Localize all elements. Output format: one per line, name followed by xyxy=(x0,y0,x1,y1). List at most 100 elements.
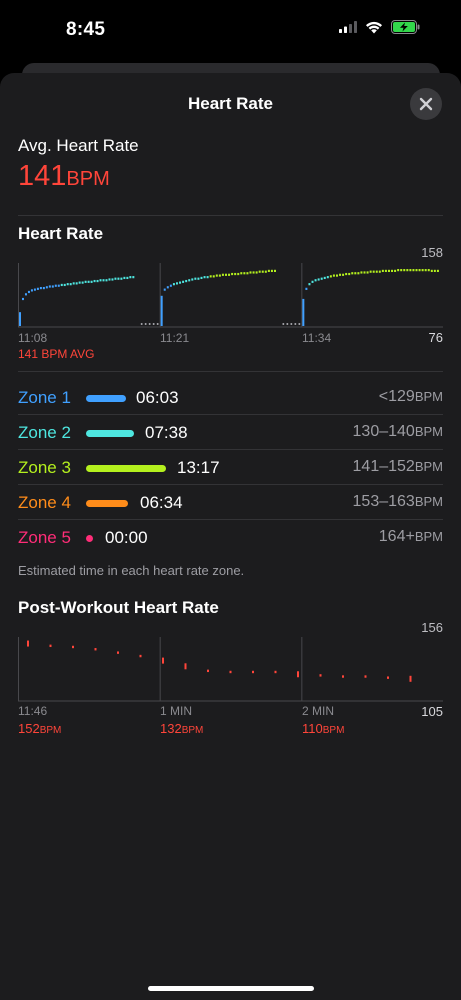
heart-rate-point xyxy=(163,288,166,291)
heart-rate-point xyxy=(424,269,427,272)
heart-rate-point xyxy=(418,269,421,272)
zone-row-4: Zone 4 06:34 153–163BPM xyxy=(18,486,443,520)
zone-range-unit: BPM xyxy=(414,424,443,439)
post-workout-point xyxy=(387,676,389,679)
heart-rate-point xyxy=(363,271,366,274)
zone-name: Zone 4 xyxy=(18,493,71,512)
heart-rate-point xyxy=(381,269,384,273)
wifi-icon xyxy=(366,21,382,33)
zone-range-unit: BPM xyxy=(414,494,443,509)
sheet-title: Heart Rate xyxy=(187,94,274,113)
heart-rate-point xyxy=(182,280,185,283)
heart-rate-point xyxy=(391,269,394,273)
heart-rate-point xyxy=(197,277,200,280)
gap-indicator-dot xyxy=(286,323,289,325)
close-icon xyxy=(419,97,433,111)
heart-rate-point xyxy=(63,283,66,287)
zone-range-unit: BPM xyxy=(414,459,443,474)
heart-rate-point xyxy=(314,279,317,282)
heart-rate-point xyxy=(403,269,406,272)
heart-rate-point xyxy=(206,276,209,279)
zone-range-value: 164+ xyxy=(378,528,415,545)
heart-rate-point xyxy=(323,276,326,280)
heart-rate-point xyxy=(308,283,311,286)
post-workout-point xyxy=(319,674,322,677)
heart-rate-point xyxy=(24,293,27,296)
post-workout-point xyxy=(94,648,97,651)
heart-rate-point xyxy=(123,276,126,280)
heart-rate-point xyxy=(209,275,212,278)
status-icons xyxy=(339,20,421,34)
heart-rate-point xyxy=(409,269,412,272)
post-workout-point xyxy=(342,675,344,678)
heart-rate-point xyxy=(433,269,436,273)
post-workout-point xyxy=(252,670,254,674)
heart-rate-point xyxy=(412,269,415,272)
zone-range-value: 130–140 xyxy=(352,423,415,440)
heart-rate-point xyxy=(351,272,354,275)
heart-rate-point xyxy=(169,284,172,287)
heart-rate-point xyxy=(194,277,197,280)
zone-time: 07:38 xyxy=(145,423,188,442)
heart-rate-point xyxy=(427,269,430,272)
home-indicator[interactable] xyxy=(148,986,314,991)
heart-rate-point xyxy=(375,270,378,273)
heart-rate-point xyxy=(45,286,48,289)
heart-rate-point xyxy=(126,276,129,280)
heart-rate-point xyxy=(57,284,60,287)
heart-rate-point xyxy=(172,283,175,286)
zone-range-value: 153–163 xyxy=(352,493,415,510)
heart-rate-point xyxy=(166,286,169,289)
heart-rate-point xyxy=(345,272,348,276)
heart-rate-section-title: Heart Rate xyxy=(18,224,104,243)
post-workout-value: 110BPM xyxy=(302,721,344,736)
post-workout-value-unit: BPM xyxy=(39,725,62,736)
heart-rate-point xyxy=(114,277,117,280)
zone-row-1: Zone 1 06:03 <129BPM xyxy=(18,381,443,415)
heart-rate-point xyxy=(329,275,332,278)
heart-rate-tick: 11:21 xyxy=(160,331,190,345)
zone-bar xyxy=(86,430,134,437)
heart-rate-point xyxy=(237,272,240,276)
heart-rate-point xyxy=(132,276,135,279)
heart-rate-point xyxy=(305,287,308,290)
post-workout-point xyxy=(162,657,164,664)
gap-indicator-dot xyxy=(148,323,151,325)
heart-rate-point xyxy=(369,270,372,273)
heart-rate-point xyxy=(342,273,345,276)
heart-rate-point xyxy=(430,269,433,273)
close-button[interactable] xyxy=(410,88,442,120)
heart-rate-point xyxy=(261,270,264,273)
gap-indicator-dot xyxy=(282,323,285,325)
heart-rate-point xyxy=(267,269,270,273)
heart-rate-point xyxy=(348,272,351,276)
heart-rate-point xyxy=(160,295,163,326)
heart-rate-point xyxy=(93,279,96,283)
zone-range: 153–163BPM xyxy=(353,493,443,511)
heart-rate-point xyxy=(175,282,178,285)
cellular-signal-icon xyxy=(339,21,357,33)
heart-rate-point xyxy=(360,271,363,274)
heart-rate-point xyxy=(108,278,111,281)
post-workout-point xyxy=(72,645,74,649)
heart-rate-point xyxy=(218,274,221,277)
heart-rate-point xyxy=(90,280,93,283)
heart-rate-point xyxy=(39,286,42,290)
heart-rate-point xyxy=(246,272,249,275)
post-workout-point xyxy=(139,654,142,658)
heart-rate-point xyxy=(33,288,36,291)
post-workout-point xyxy=(409,675,412,682)
heart-rate-max-label: 158 xyxy=(421,245,443,260)
avg-heart-rate-label: Avg. Heart Rate xyxy=(18,136,139,155)
post-workout-point xyxy=(27,640,29,647)
heart-rate-point xyxy=(69,283,72,286)
heart-rate-point xyxy=(48,285,51,288)
heart-rate-point xyxy=(54,284,57,287)
modal-sheet xyxy=(0,73,461,1000)
heart-rate-point xyxy=(252,271,255,274)
heart-rate-point xyxy=(258,270,261,273)
heart-rate-point xyxy=(221,273,224,276)
heart-rate-point xyxy=(42,286,45,290)
status-bar: 8:45 xyxy=(0,0,461,62)
heart-rate-chart xyxy=(18,263,443,328)
